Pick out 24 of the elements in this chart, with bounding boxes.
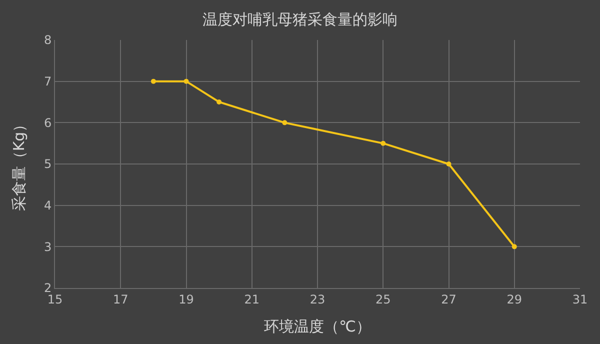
x-tick-label: 27 — [441, 292, 456, 306]
x-tick-label: 29 — [506, 292, 522, 306]
x-tick-label: 17 — [112, 292, 128, 306]
point — [184, 78, 189, 84]
point — [282, 120, 288, 126]
y-tick-label: 4 — [44, 198, 52, 213]
point — [216, 100, 222, 104]
y-axis-title: 采食量（Kg） — [10, 116, 28, 212]
point — [380, 140, 386, 146]
y-tick-label: 8 — [44, 33, 52, 48]
point — [512, 244, 517, 250]
y-tick-label: 3 — [44, 240, 52, 254]
point — [446, 162, 452, 166]
chart-title: 温度对哺乳母猪采食量的影响 — [202, 10, 398, 28]
x-axis-title: 环境温度（℃） — [264, 317, 371, 336]
y-tick-label: 6 — [44, 116, 52, 130]
x-tick-label: 19 — [178, 292, 194, 306]
x-tick-label: 25 — [375, 292, 391, 306]
x-tick-label: 23 — [310, 292, 326, 306]
y-tick-label: 5 — [44, 157, 52, 172]
y-tick-label: 7 — [44, 74, 52, 89]
x-tick-label: 31 — [572, 292, 588, 306]
x-tick-label: 21 — [244, 292, 260, 306]
point — [150, 78, 156, 84]
